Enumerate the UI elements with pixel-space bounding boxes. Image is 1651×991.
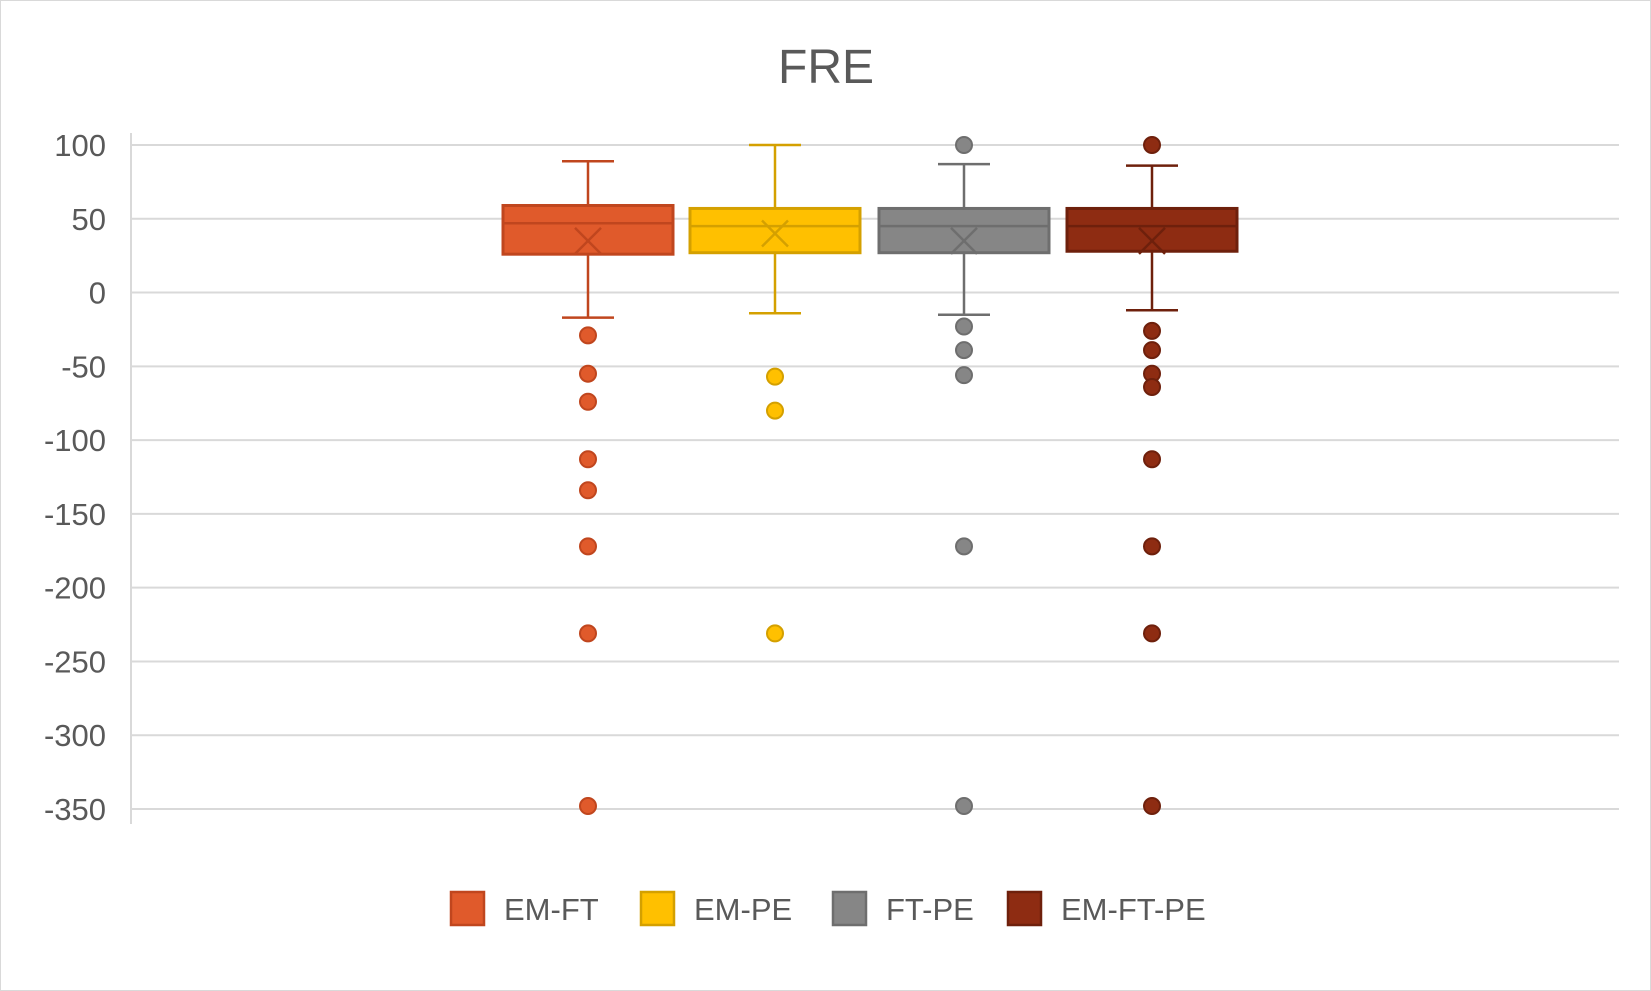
- outlier-point: [955, 366, 973, 385]
- legend-swatch: [1006, 890, 1043, 927]
- outlier-point: [1143, 624, 1161, 643]
- y-tick-label: -300: [44, 718, 106, 753]
- box-iqr: [1065, 206, 1239, 253]
- box-em-ft-pe: [1065, 136, 1239, 816]
- outlier-point: [1143, 537, 1161, 556]
- outlier-point: [579, 392, 597, 411]
- legend-label: EM-FT-PE: [1061, 892, 1206, 927]
- box-iqr: [877, 206, 1051, 255]
- outlier-point: [955, 797, 973, 816]
- plot-area: [501, 136, 1239, 816]
- legend-swatch: [449, 890, 486, 927]
- legend-label: FT-PE: [886, 892, 974, 927]
- mean-marker: [761, 219, 789, 248]
- outlier-point: [766, 367, 784, 386]
- y-tick-label: 100: [54, 128, 106, 163]
- outlier-point: [579, 364, 597, 383]
- y-axis: 100 50 0 -50 -100 -150 -200 -250 -300 -350: [44, 128, 132, 827]
- box-ft-pe: [877, 136, 1051, 816]
- outlier-point: [1143, 136, 1161, 154]
- box-iqr: [501, 203, 675, 256]
- outlier-point: [579, 797, 597, 816]
- outlier-point: [579, 450, 597, 469]
- legend-label: EM-FT: [504, 892, 599, 927]
- outlier-point: [766, 624, 784, 643]
- y-tick-label: -50: [61, 349, 106, 384]
- outlier-point: [579, 326, 597, 345]
- y-tick-label: 0: [89, 276, 106, 311]
- box-em-pe: [688, 143, 862, 643]
- outlier-point: [955, 341, 973, 360]
- outlier-point: [579, 481, 597, 500]
- outlier-point: [1143, 797, 1161, 816]
- outlier-point: [1143, 321, 1161, 340]
- mean-marker: [1138, 227, 1166, 255]
- box-iqr: [688, 206, 862, 255]
- outlier-point: [955, 537, 973, 556]
- y-tick-label: -350: [44, 792, 106, 827]
- outlier-point: [766, 401, 784, 420]
- outlier-point: [955, 317, 973, 336]
- legend-label: EM-PE: [694, 892, 792, 927]
- outlier-point: [1143, 377, 1161, 396]
- box-em-ft: [501, 159, 675, 816]
- y-tick-label: -100: [44, 423, 106, 458]
- outlier-point: [1143, 341, 1161, 360]
- gridlines: [131, 144, 1619, 810]
- legend-swatch: [831, 890, 868, 927]
- outlier-point: [1143, 450, 1161, 469]
- chart-title: FRE: [778, 41, 874, 94]
- mean-marker: [950, 227, 978, 255]
- y-tick-label: 50: [72, 202, 106, 237]
- mean-marker: [574, 227, 602, 255]
- legend-swatch: [639, 890, 676, 927]
- outlier-point: [579, 537, 597, 556]
- outlier-point: [579, 624, 597, 643]
- y-tick-label: -200: [44, 571, 106, 606]
- y-tick-label: -150: [44, 497, 106, 532]
- legend: EM-FT EM-PE FT-PE EM-FT-PE: [449, 890, 1206, 927]
- y-tick-label: -250: [44, 644, 106, 679]
- outlier-point: [955, 136, 973, 154]
